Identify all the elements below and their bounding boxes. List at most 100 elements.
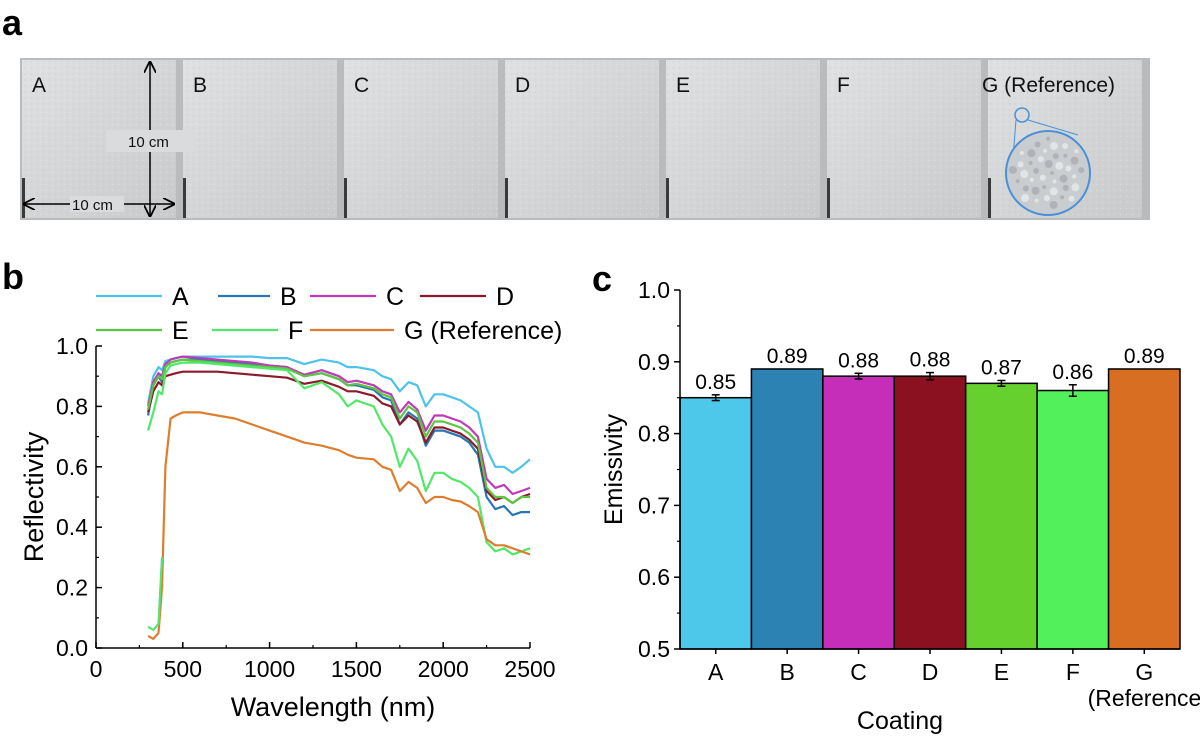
magnified-grain [1078, 167, 1085, 174]
magnified-grain [1059, 174, 1068, 183]
sample-label: D [515, 74, 530, 97]
dimension-label-bg [70, 196, 124, 212]
legend-label: C [386, 283, 404, 311]
sample-tile-edge [666, 178, 669, 218]
sample-tile-texture [666, 60, 820, 218]
x-tick-label: G [1135, 659, 1153, 685]
sample-tile-edge [988, 178, 991, 218]
bar-e [964, 382, 1038, 650]
sample-tile-texture [183, 60, 337, 218]
legend-item: F [212, 317, 303, 345]
magnified-grain [1070, 156, 1079, 165]
series-line-e [147, 358, 530, 505]
sample-tile-edge [183, 178, 186, 218]
magnified-grain [1060, 195, 1065, 200]
sample-photos: A B C D E F G (Reference) 10 cm 10 cm [20, 58, 1150, 220]
sample-tile-texture [505, 60, 659, 218]
legend-label: D [496, 283, 514, 311]
magnified-grain [1052, 179, 1057, 184]
bar-d [893, 375, 967, 650]
magnified-grain [1043, 148, 1048, 153]
legend-item: A [96, 283, 189, 311]
sample-label: F [837, 74, 850, 97]
y-tick-label: 0.5 [638, 636, 670, 662]
sample-tile: E [666, 60, 820, 218]
y-tick-label: 0.8 [638, 421, 670, 447]
zoom-connector-line [1027, 119, 1079, 136]
sample-label: B [193, 74, 207, 97]
x-tick-label: 500 [164, 656, 202, 682]
value-label: 0.88 [910, 349, 951, 372]
x-tick-label: B [779, 659, 794, 685]
sample-label: G (Reference) [982, 74, 1115, 97]
magnified-grain [1021, 194, 1030, 203]
panel-label-a: a [2, 2, 23, 43]
legend-label: A [172, 283, 189, 311]
legend-item: D [420, 283, 514, 311]
y-tick-label: 0.8 [56, 393, 88, 419]
zoom-source-circle [1014, 107, 1030, 123]
x-tick-label: 2000 [418, 656, 469, 682]
magnified-grain [1050, 171, 1055, 175]
sample-tile: B [183, 60, 337, 218]
y-tick-label: 0.0 [56, 635, 88, 661]
panel-label-b: b [2, 256, 24, 297]
y-tick-label: 0.9 [638, 349, 670, 375]
sample-tile: F [827, 60, 981, 218]
x-tick-label: 2500 [504, 656, 555, 682]
value-label: 0.85 [695, 371, 736, 394]
uv-tail-f [147, 557, 163, 632]
legend-item: B [218, 283, 297, 311]
series-line-a [147, 355, 531, 474]
y-axis-title: Reflectivity [19, 431, 49, 562]
x-tick-label: 1500 [331, 656, 382, 682]
magnified-grain [1031, 186, 1040, 195]
sample-tile-texture [344, 60, 498, 218]
magnified-grain [1055, 161, 1064, 170]
bar-c [822, 375, 896, 650]
legend-label: G (Reference) [404, 317, 562, 345]
magnified-grain [1043, 195, 1050, 202]
y-axis-title: Emissivity [600, 413, 628, 525]
magnified-grain [1074, 149, 1079, 154]
y-tick-label: 0.6 [638, 564, 670, 590]
value-label: 0.89 [1124, 345, 1165, 368]
magnified-grain [1044, 160, 1053, 169]
sample-tile: D [505, 60, 659, 218]
panel-label-c: c [592, 258, 613, 299]
magnified-grain [1034, 141, 1041, 148]
value-label: 0.87 [981, 356, 1022, 379]
emissivity-chart: 0.85 A 0.89 B 0.88 C 0.88 D 0.87 E 0.86 F 0.89 G(Refe… [600, 277, 1200, 735]
series-line-c [147, 355, 531, 496]
value-label: 0.88 [838, 349, 879, 372]
sample-label: C [354, 74, 369, 97]
sample-tile: C [344, 60, 498, 218]
dimension-label-horizontal: 10 cm [72, 197, 113, 214]
magnified-grain [1034, 198, 1039, 203]
zoom-magnified-circle [1005, 130, 1091, 216]
sample-label: E [676, 74, 690, 97]
sample-tile-edge [22, 178, 25, 218]
y-tick-label: 0.4 [56, 514, 88, 540]
magnified-grain [1008, 165, 1017, 174]
magnified-grain [1049, 142, 1058, 151]
dimension-label-bg [106, 130, 194, 152]
magnified-grain [1042, 185, 1047, 190]
magnified-grain [1062, 184, 1069, 191]
y-tick-label: 0.7 [638, 492, 670, 518]
value-label: 0.86 [1052, 361, 1093, 384]
series-line-f [147, 361, 531, 556]
magnified-grain [1049, 200, 1058, 209]
magnified-grain [1017, 161, 1024, 168]
y-tick-label: 0.6 [56, 454, 88, 480]
x-tick-label: 1000 [244, 656, 295, 682]
dimension-label-vertical: 10 cm [128, 134, 169, 151]
magnified-grain [1022, 185, 1029, 192]
magnified-grain [1039, 174, 1046, 181]
sample-tile-edge [505, 178, 508, 218]
legend-item: E [96, 317, 189, 345]
sample-tile-edge [827, 178, 830, 218]
magnified-grain [1062, 143, 1069, 150]
magnified-grain [1015, 179, 1020, 184]
x-axis-title: Wavelength (nm) [231, 692, 436, 722]
